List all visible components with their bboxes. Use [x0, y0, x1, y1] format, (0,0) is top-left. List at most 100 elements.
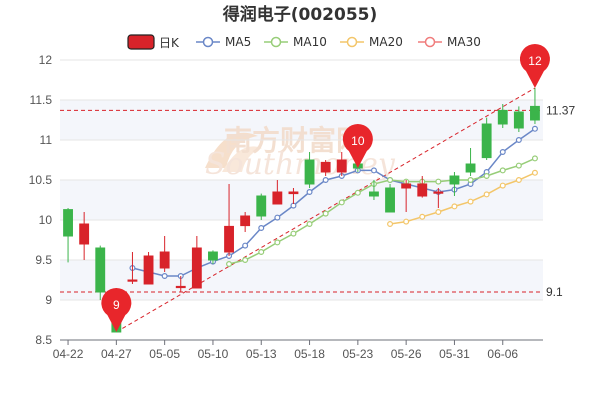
legend-dot-icon	[270, 36, 282, 48]
ma20-point	[515, 177, 522, 184]
x-tick-label: 05-31	[439, 347, 470, 361]
legend-dot-icon	[424, 36, 436, 48]
candle-body	[288, 191, 299, 195]
candle	[401, 180, 412, 212]
pin-marker-icon	[101, 288, 132, 332]
candle-body	[385, 187, 395, 213]
candle	[143, 252, 154, 285]
candle	[336, 152, 347, 176]
candle-body	[256, 195, 267, 217]
ma10-point	[306, 221, 313, 228]
x-tick-label: 06-06	[487, 347, 518, 361]
x-tick-label: 05-10	[198, 347, 229, 361]
ma20-point	[483, 191, 490, 198]
ma10-point	[242, 257, 249, 264]
x-tick-label: 05-23	[342, 347, 373, 361]
pin-marker-icon	[342, 124, 373, 168]
candle	[256, 193, 267, 220]
ma5-point	[258, 225, 265, 232]
x-tick-label: 05-05	[149, 347, 180, 361]
y-tick-label: 9	[45, 293, 52, 307]
ma10-point	[483, 173, 490, 180]
ma20-point	[531, 169, 538, 176]
candle	[369, 180, 379, 200]
ma10-point	[467, 177, 474, 184]
candle-body	[143, 255, 154, 285]
candle	[513, 106, 524, 132]
price-pin: 9	[101, 288, 132, 332]
candle	[224, 184, 234, 256]
x-axis: 04-22 04-27 05-05 05-10 05-13 05-18 05-23 05-26…	[53, 339, 543, 361]
candle	[191, 236, 202, 289]
legend-dot-icon	[346, 36, 358, 48]
ma10-point	[354, 189, 361, 196]
ma5-point	[274, 214, 281, 221]
candle-body	[513, 111, 524, 129]
ma5-point	[531, 125, 538, 132]
watermark-logo-icon	[205, 132, 262, 172]
pin-marker-icon	[519, 44, 550, 88]
ma10-point	[258, 249, 265, 256]
ma10-point	[226, 261, 233, 268]
legend-item-ma20: MA20	[340, 35, 403, 49]
candle-body	[95, 247, 106, 293]
reference-lines: 11.37 9.1	[60, 103, 575, 299]
y-tick-label: 8.5	[35, 333, 52, 347]
candle	[449, 172, 460, 196]
ma5-point	[322, 177, 329, 184]
ma5-point	[499, 149, 506, 156]
candle	[240, 212, 251, 232]
candle	[385, 184, 395, 213]
candle	[417, 176, 428, 198]
pin-label: 9	[113, 298, 120, 312]
candle-body	[417, 183, 428, 197]
ma10-point	[515, 162, 522, 169]
legend-item-kline: 日K	[127, 34, 180, 50]
pin-label: 12	[528, 54, 542, 68]
candle	[79, 212, 90, 260]
candle	[159, 236, 170, 272]
candle	[530, 88, 540, 124]
candle-body	[175, 285, 186, 289]
candle	[320, 160, 331, 176]
candle	[481, 117, 492, 160]
candle	[95, 245, 106, 300]
ma20-line	[389, 172, 536, 225]
ma5-point	[370, 167, 377, 174]
candle-body	[401, 183, 412, 189]
plot-background-bands	[60, 100, 543, 300]
ma5-point	[306, 189, 313, 196]
candle	[175, 276, 186, 292]
candle-body	[304, 159, 315, 185]
y-tick-label: 10.5	[29, 173, 53, 187]
trend-line	[116, 87, 536, 333]
candle-body	[465, 163, 476, 173]
legend-item-ma5: MA5	[196, 35, 251, 49]
candle-body	[63, 209, 73, 237]
candle-body	[272, 191, 283, 205]
legend-dot-icon	[202, 36, 214, 48]
legend-candle-icon	[127, 34, 155, 50]
ref-line-label: 11.37	[546, 103, 575, 117]
price-pin: 10	[342, 124, 373, 168]
legend-item-ma10: MA10	[264, 35, 327, 49]
x-tick-label: 05-26	[391, 347, 422, 361]
y-tick-label: 9.5	[35, 253, 52, 267]
legend-label: MA5	[225, 35, 251, 49]
candle	[127, 252, 138, 284]
candle	[288, 188, 299, 204]
legend-label: MA30	[447, 35, 481, 49]
candle	[63, 208, 73, 263]
y-tick-label: 11.5	[30, 93, 53, 107]
y-axis: 12 11.5 11 10.5 10 9.5 9 8.5	[29, 53, 53, 347]
ma10-point	[290, 230, 297, 237]
candle	[465, 148, 476, 176]
chart-title: 得润电子(002055)	[222, 4, 378, 25]
ma10-point	[387, 177, 394, 184]
grid-band	[60, 100, 543, 140]
ma10-point	[274, 239, 281, 246]
candle	[272, 180, 283, 205]
ma10-point	[499, 167, 506, 174]
candle-body	[191, 247, 202, 289]
ma20-point	[499, 182, 506, 189]
